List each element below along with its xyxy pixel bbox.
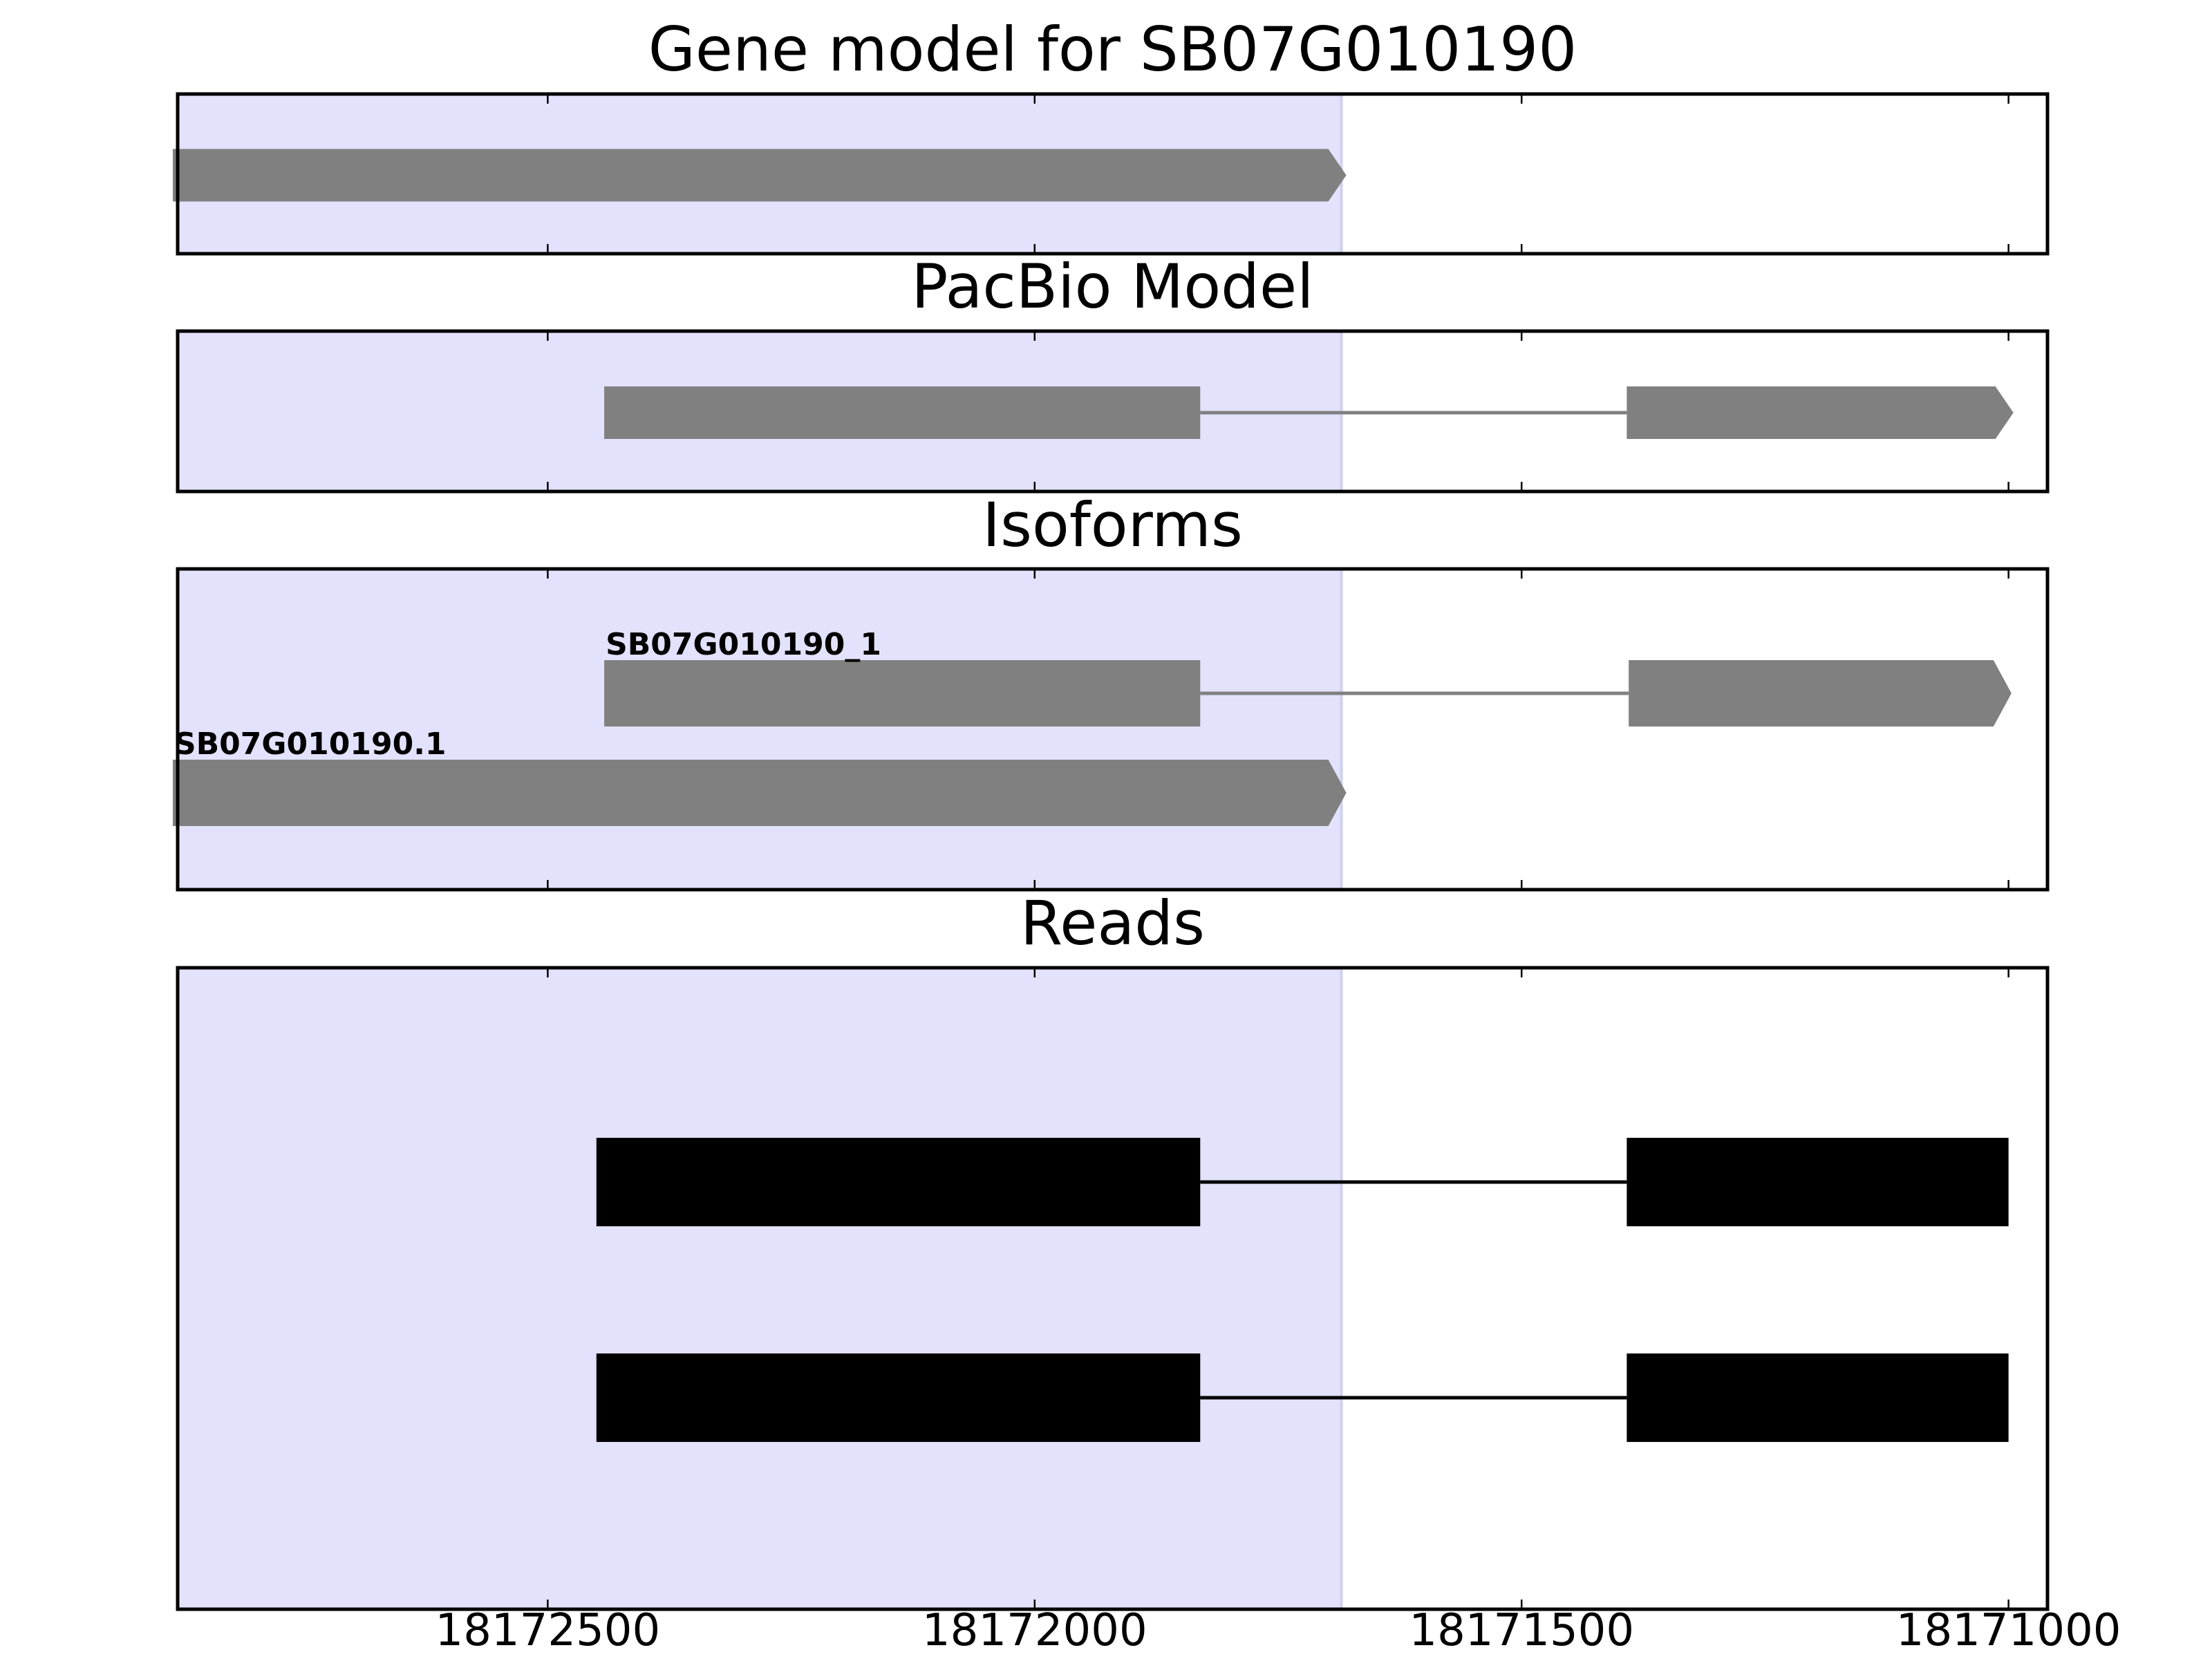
isoform-exon xyxy=(1629,660,2012,727)
x-tick-label: 18171000 xyxy=(1896,1605,2121,1656)
isoform-label: SB07G010190.1 xyxy=(174,727,447,762)
read-exon xyxy=(1627,1138,2009,1226)
feature-exon xyxy=(172,149,1347,202)
panel-title: PacBio Model xyxy=(911,251,1313,322)
read-exon xyxy=(596,1138,1201,1226)
x-tick-label: 18171500 xyxy=(1409,1605,1634,1656)
isoform-exon xyxy=(604,660,1201,727)
panel-3: Isoforms SB07G010190_1 SB07G010190.1 xyxy=(172,489,2050,892)
read-exon xyxy=(1627,1353,2009,1442)
highlight-region xyxy=(178,968,1342,1609)
isoform-label: SB07G010190_1 xyxy=(606,627,881,662)
x-tick-label: 18172500 xyxy=(435,1605,660,1656)
panel-frame xyxy=(176,329,2050,494)
feature-exon xyxy=(1627,386,2014,439)
panel-title: Reads xyxy=(1020,888,1205,959)
isoform-exon xyxy=(172,760,1347,826)
panel-title: Gene model for SB07G010190 xyxy=(648,14,1577,85)
panel-1: Gene model for SB07G010190 xyxy=(172,14,2050,256)
panel-frame xyxy=(176,567,2050,892)
panel-title: Isoforms xyxy=(982,489,1243,561)
feature-exon xyxy=(604,386,1201,439)
read-exon xyxy=(596,1353,1201,1442)
panel-frame xyxy=(176,92,2050,256)
panel-2: PacBio Model xyxy=(176,251,2050,494)
x-tick-label: 18172000 xyxy=(922,1605,1147,1656)
panel-4: Reads 18172500 18172000 18171500 18171000 xyxy=(176,888,2121,1656)
panel-frame xyxy=(176,966,2050,1611)
highlight-region xyxy=(178,569,1342,890)
